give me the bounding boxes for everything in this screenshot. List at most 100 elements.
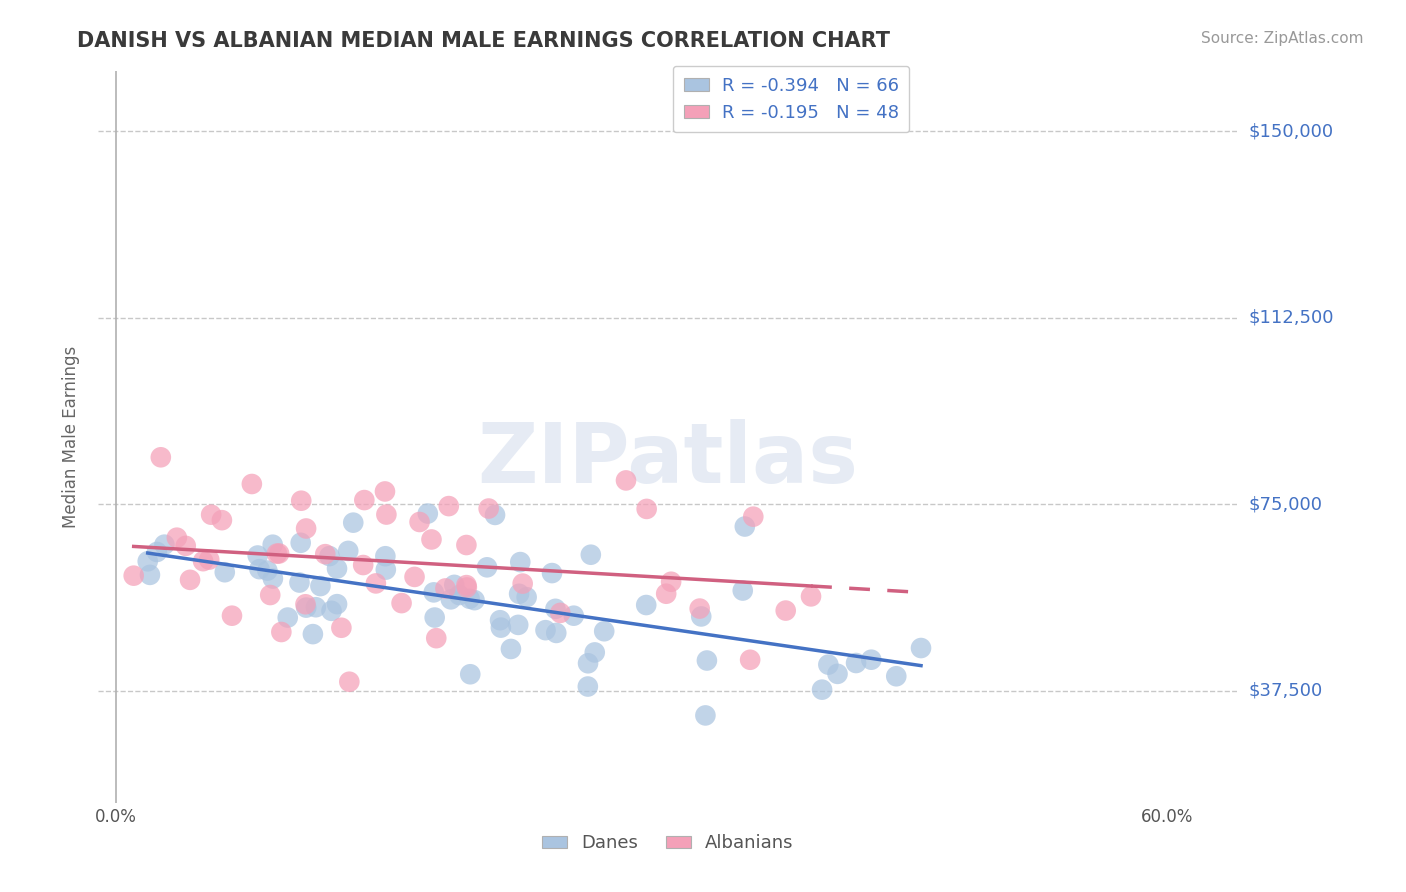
Point xyxy=(166,531,188,545)
Point xyxy=(374,549,396,564)
Y-axis label: Median Male Earnings: Median Male Earnings xyxy=(62,346,80,528)
Text: $75,000: $75,000 xyxy=(1249,495,1323,513)
Point xyxy=(742,509,765,524)
Point xyxy=(423,610,446,624)
Point xyxy=(860,653,883,667)
Point xyxy=(731,583,754,598)
Point xyxy=(489,613,512,627)
Point xyxy=(800,590,823,604)
Point xyxy=(636,502,658,516)
Point xyxy=(337,674,360,689)
Point xyxy=(884,669,907,683)
Point xyxy=(508,618,530,632)
Point xyxy=(458,667,481,681)
Point xyxy=(249,562,271,576)
Point xyxy=(290,493,312,508)
Point xyxy=(270,625,292,640)
Point xyxy=(342,516,364,530)
Point xyxy=(775,603,797,617)
Point xyxy=(290,536,312,550)
Point xyxy=(544,602,567,616)
Point xyxy=(391,596,413,610)
Point xyxy=(122,568,145,582)
Point xyxy=(696,653,718,667)
Text: Source: ZipAtlas.com: Source: ZipAtlas.com xyxy=(1201,31,1364,46)
Point xyxy=(827,666,849,681)
Point xyxy=(689,601,711,615)
Point xyxy=(593,624,616,639)
Point xyxy=(374,563,396,577)
Point xyxy=(655,587,678,601)
Point xyxy=(146,545,169,559)
Point xyxy=(139,567,162,582)
Point xyxy=(302,627,325,641)
Point xyxy=(153,538,176,552)
Point xyxy=(541,566,564,580)
Point xyxy=(256,564,278,578)
Point xyxy=(484,508,506,522)
Point xyxy=(326,561,349,575)
Point xyxy=(408,515,430,529)
Point xyxy=(404,570,426,584)
Point xyxy=(321,604,343,618)
Point xyxy=(489,621,512,635)
Point xyxy=(512,576,534,591)
Point xyxy=(191,554,214,568)
Point xyxy=(416,507,439,521)
Point xyxy=(614,474,637,488)
Point xyxy=(425,631,447,645)
Text: ZIPatlas: ZIPatlas xyxy=(478,418,858,500)
Point xyxy=(221,608,243,623)
Point xyxy=(516,591,538,605)
Text: $112,500: $112,500 xyxy=(1249,309,1334,326)
Point xyxy=(337,544,360,558)
Point xyxy=(309,579,332,593)
Point xyxy=(434,582,457,596)
Point xyxy=(443,578,465,592)
Point xyxy=(353,493,375,508)
Point xyxy=(420,533,443,547)
Point xyxy=(246,549,269,563)
Point xyxy=(576,657,599,671)
Point xyxy=(179,573,201,587)
Point xyxy=(576,680,599,694)
Text: DANISH VS ALBANIAN MEDIAN MALE EARNINGS CORRELATION CHART: DANISH VS ALBANIAN MEDIAN MALE EARNINGS … xyxy=(77,31,890,51)
Point xyxy=(509,555,531,569)
Point xyxy=(475,560,498,574)
Point xyxy=(211,513,233,527)
Point xyxy=(305,600,328,615)
Point xyxy=(200,508,222,522)
Point xyxy=(440,592,463,607)
Point xyxy=(734,519,756,533)
Point xyxy=(240,477,263,491)
Point xyxy=(456,578,478,592)
Point xyxy=(456,581,478,595)
Point xyxy=(583,645,606,659)
Point xyxy=(330,621,353,635)
Point xyxy=(508,587,530,601)
Point xyxy=(277,610,299,624)
Point xyxy=(478,501,501,516)
Point xyxy=(374,484,396,499)
Point xyxy=(198,552,221,566)
Text: $37,500: $37,500 xyxy=(1249,681,1323,700)
Point xyxy=(288,575,311,590)
Point xyxy=(262,538,284,552)
Point xyxy=(314,547,336,561)
Point xyxy=(456,538,478,552)
Text: $150,000: $150,000 xyxy=(1249,122,1333,140)
Point xyxy=(499,642,522,657)
Point xyxy=(364,576,387,591)
Point xyxy=(458,591,481,606)
Point xyxy=(295,600,318,615)
Point xyxy=(318,549,340,563)
Point xyxy=(262,572,284,586)
Point xyxy=(352,558,374,572)
Point xyxy=(269,547,291,561)
Point xyxy=(295,521,318,535)
Point xyxy=(695,708,717,723)
Point xyxy=(463,593,485,607)
Point xyxy=(550,606,572,620)
Point xyxy=(817,657,839,672)
Point xyxy=(845,656,868,670)
